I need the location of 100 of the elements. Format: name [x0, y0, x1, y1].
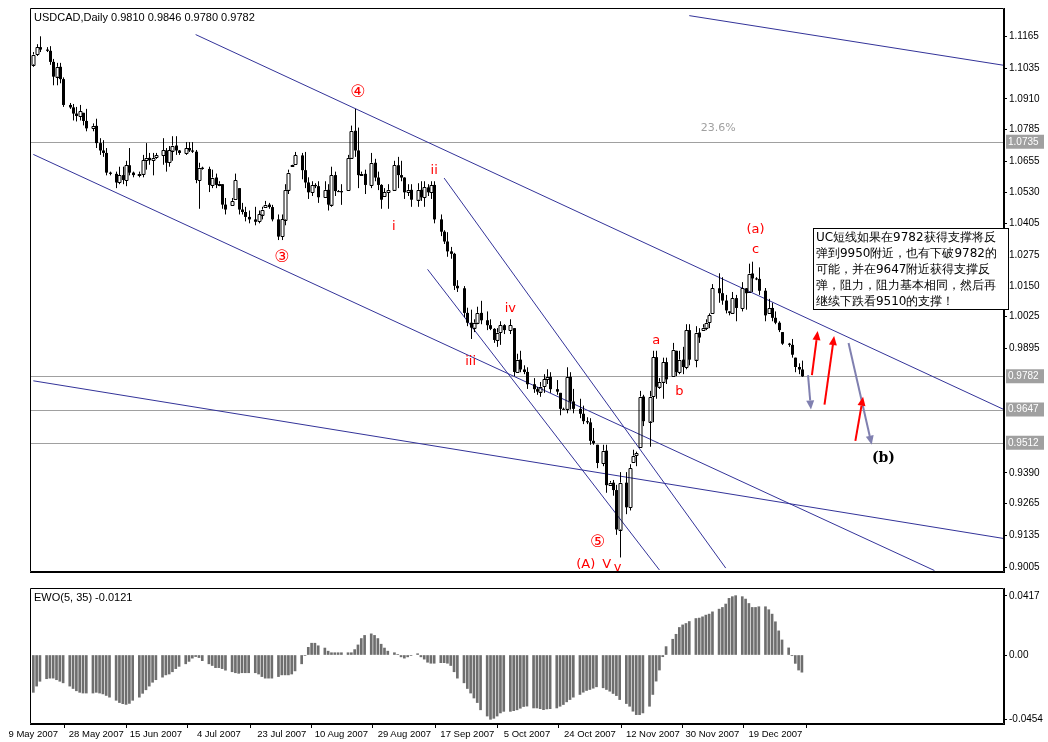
bar — [350, 652, 353, 655]
annotation: (a) — [746, 220, 765, 236]
annotation: b — [675, 382, 684, 398]
bar — [333, 652, 337, 655]
bar — [147, 655, 151, 687]
bar — [625, 655, 628, 704]
bar — [363, 635, 366, 655]
bar — [244, 655, 247, 674]
bar — [740, 596, 744, 655]
candlestick — [549, 371, 552, 394]
x-tick-label: 9 May 2007 — [8, 728, 59, 740]
bar — [750, 607, 754, 655]
y-tick-label: 1.0910 — [1009, 92, 1041, 104]
bar — [446, 655, 449, 664]
bar — [277, 655, 280, 677]
y-tick-label: 1.0785 — [1009, 123, 1041, 135]
bar — [151, 655, 154, 683]
candlestick — [771, 302, 774, 322]
y-tick-label: 1.0530 — [1009, 186, 1041, 198]
bar — [681, 624, 684, 655]
bar — [403, 655, 406, 659]
y-tick-label: 1.1165 — [1009, 29, 1040, 41]
y-tick-label: 0.9135 — [1009, 529, 1041, 541]
candlestick — [721, 276, 724, 306]
x-tick-label: 10 Aug 2007 — [314, 728, 369, 740]
ref-line-label: 0.9647 — [1008, 403, 1040, 415]
bar — [479, 655, 482, 711]
bar — [711, 611, 714, 655]
candlestick — [95, 118, 98, 149]
bar — [542, 655, 545, 710]
bar — [359, 638, 363, 655]
bar — [764, 606, 767, 655]
x-tick-label: 5 Oct 2007 — [503, 728, 551, 740]
bar — [171, 655, 174, 673]
candlestick — [221, 183, 224, 210]
bar — [499, 655, 502, 714]
annotation: iv — [504, 299, 517, 315]
annotation: iii — [465, 352, 477, 368]
chart-title: EWO(5, 35) -0.0121 — [34, 590, 133, 603]
annotation: a — [652, 331, 661, 347]
annotation: i — [392, 217, 396, 233]
bar — [287, 655, 290, 676]
annotation: V — [602, 555, 612, 571]
y-tick-label: 1.0150 — [1009, 279, 1041, 291]
y-tick-label: 0.9895 — [1009, 342, 1041, 354]
bar — [767, 609, 771, 655]
bar — [721, 607, 724, 655]
bar — [131, 655, 135, 701]
bar — [310, 642, 313, 655]
bar — [731, 596, 734, 655]
bar — [346, 652, 350, 655]
annotation: (A) — [576, 555, 596, 571]
y-tick-label: 0.00 — [1009, 648, 1029, 660]
annotation: ⑤ — [590, 530, 606, 551]
x-tick-label: 12 Nov 2007 — [625, 728, 680, 740]
x-tick-label: 28 May 2007 — [68, 728, 124, 740]
candlestick — [569, 371, 572, 411]
bar — [118, 655, 121, 703]
bar — [595, 655, 598, 688]
bar — [330, 652, 333, 655]
bar — [161, 655, 164, 678]
bar — [562, 655, 565, 705]
bar — [386, 650, 390, 655]
bar — [671, 638, 675, 655]
bar — [426, 655, 429, 663]
y-tick-label: 1.0275 — [1009, 248, 1041, 260]
x-tick-label: 23 Jul 2007 — [257, 728, 307, 740]
annotation: UC短线如果在9782获得支撑将反弹到9950附近，也有下破9782的可能，并在9647附近获得支撑反弹，阻力，阻力基本相同，然后再继续下跌看9510的支撑！ — [812, 228, 1009, 311]
bar — [638, 655, 641, 715]
bar — [247, 655, 250, 674]
bar — [369, 633, 373, 655]
bar — [605, 655, 608, 690]
bar — [701, 616, 704, 655]
bar — [108, 655, 111, 698]
bar — [45, 655, 48, 680]
bar — [618, 655, 622, 700]
bar — [744, 598, 747, 655]
bar — [456, 655, 459, 679]
annotation: ④ — [350, 80, 366, 101]
bar — [128, 655, 131, 704]
bar — [253, 655, 257, 674]
bar — [678, 627, 681, 655]
bar — [98, 655, 101, 694]
x-tick-label: 15 Jun 2007 — [129, 728, 183, 740]
bar — [353, 649, 356, 655]
bar — [734, 595, 737, 655]
bar — [615, 655, 618, 696]
y-tick-label: 1.0025 — [1009, 310, 1041, 322]
x-tick-label: 30 Nov 2007 — [685, 728, 740, 740]
annotation: ii — [430, 161, 438, 177]
bar — [502, 655, 506, 712]
candlestick — [410, 183, 413, 208]
bar — [138, 655, 141, 698]
x-tick-label: 17 Sep 2007 — [440, 728, 495, 740]
bar — [383, 647, 386, 655]
bar — [75, 655, 78, 692]
annotation: (b) — [871, 448, 895, 465]
y-tick-label: -0.0454 — [1009, 713, 1044, 725]
y-tick-label: 1.1035 — [1009, 61, 1041, 73]
x-tick-label: 19 Dec 2007 — [748, 728, 803, 740]
